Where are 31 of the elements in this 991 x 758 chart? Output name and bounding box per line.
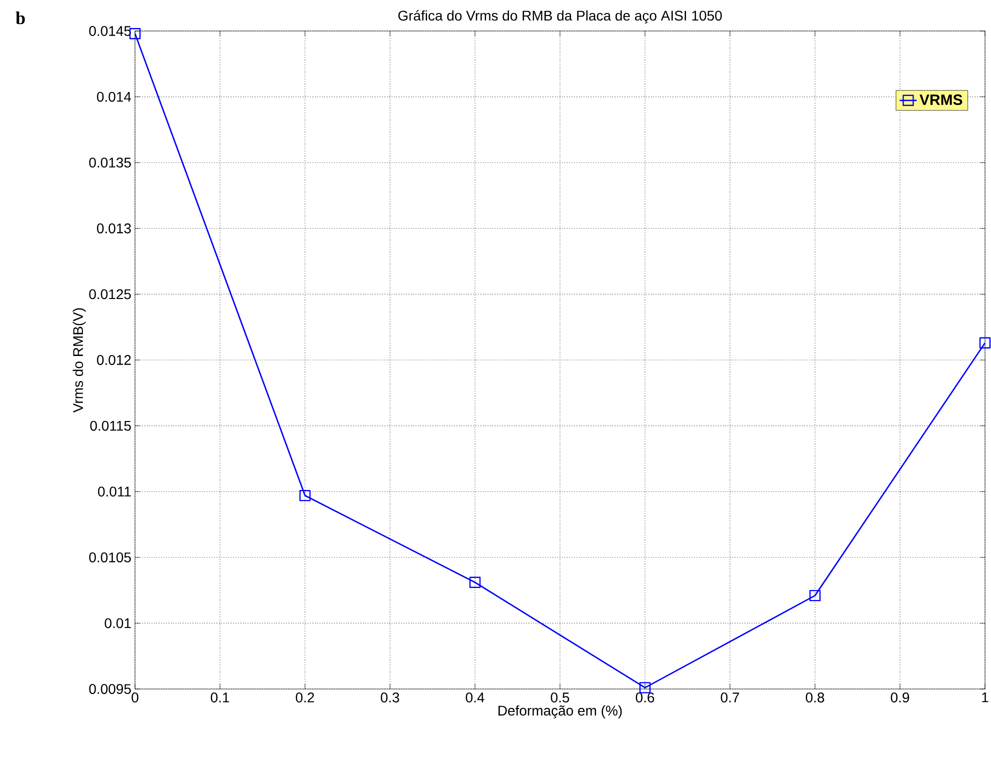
y-tick-label: 0.012 xyxy=(96,355,131,365)
y-tick-label: 0.0095 xyxy=(89,684,131,694)
y-tick-label: 0.0115 xyxy=(90,420,131,431)
x-tick-label: 1 xyxy=(982,692,988,702)
y-tick-label: 0.0105 xyxy=(89,552,131,562)
y-tick-label: 0.01 xyxy=(104,618,131,628)
x-axis-title: Deformação em (%) xyxy=(498,705,622,718)
y-axis-title: Vrms do RMB(V) xyxy=(72,308,86,413)
x-tick-label: 0.7 xyxy=(720,692,740,702)
x-tick-label: 0.5 xyxy=(550,692,570,702)
text: b xyxy=(16,12,25,24)
point xyxy=(299,490,311,502)
point xyxy=(469,576,481,588)
point xyxy=(979,337,991,348)
point xyxy=(639,682,651,694)
chart-title: Gráfica do Vrms do RMB da Placa de aço AISI 1050 xyxy=(398,10,722,24)
legend-label: VRMS xyxy=(920,94,962,106)
x-tick-label: 0.9 xyxy=(890,692,910,702)
y-tick-label: 0.0135 xyxy=(89,158,131,168)
y-tick-label: 0.013 xyxy=(96,223,131,234)
point xyxy=(809,590,821,602)
x-tick-label: 0.1 xyxy=(210,692,230,702)
y-tick-label: 0.011 xyxy=(98,486,131,497)
x-tick-label: 0.8 xyxy=(806,692,824,702)
x-tick-label: 0.2 xyxy=(296,692,314,702)
y-tick-label: 0.0125 xyxy=(89,289,131,300)
x-tick-label: 0.6 xyxy=(636,692,654,702)
x-tick-label: 0 xyxy=(132,692,138,702)
x-tick-label: 0.3 xyxy=(380,692,400,702)
y-tick-label: 0.014 xyxy=(96,92,132,102)
x-tick-label: 0.4 xyxy=(466,692,484,702)
